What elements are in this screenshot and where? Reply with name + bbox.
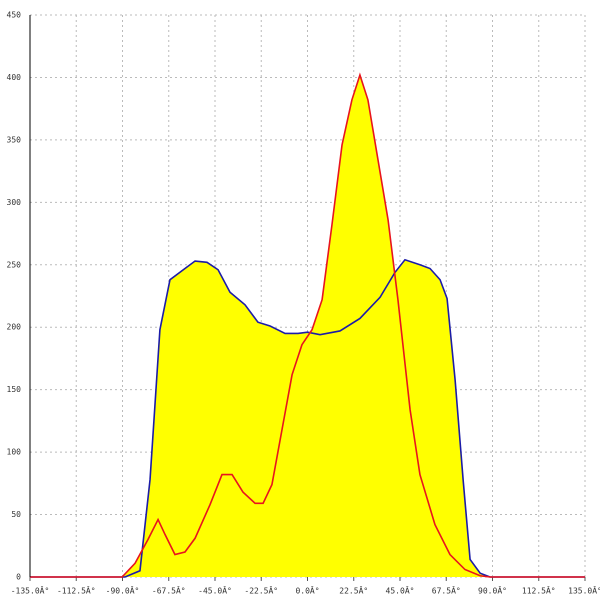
x-tick-label: 90.0Â° bbox=[478, 585, 507, 596]
series-line bbox=[30, 258, 585, 578]
x-tick-label: 135.0Â° bbox=[568, 585, 600, 596]
y-tick-label: 400 bbox=[7, 73, 22, 82]
x-tick-label: -90.0Â° bbox=[106, 585, 140, 596]
x-tick-label: 112.5Â° bbox=[522, 585, 556, 596]
area-fill bbox=[30, 74, 585, 578]
y-tick-label: 200 bbox=[7, 323, 22, 332]
y-tick-label: 100 bbox=[7, 448, 22, 457]
y-tick-label: 350 bbox=[7, 135, 22, 144]
y-tick-label: 0 bbox=[16, 573, 21, 582]
x-tick-label: 67.5Â° bbox=[432, 585, 461, 596]
x-tick-label: -135.0Â° bbox=[11, 585, 50, 596]
x-tick-label: -45.0Â° bbox=[198, 585, 232, 596]
y-tick-label: 50 bbox=[11, 510, 21, 519]
x-tick-label: -67.5Â° bbox=[152, 585, 186, 596]
x-tick-label: -22.5Â° bbox=[244, 585, 278, 596]
x-tick-label: 22.5Â° bbox=[339, 585, 368, 596]
x-tick-label: 45.0Â° bbox=[386, 585, 415, 596]
y-tick-label: 300 bbox=[7, 198, 22, 207]
x-tick-label: 0.0Â° bbox=[295, 585, 319, 596]
x-tick-label: -112.5Â° bbox=[57, 585, 96, 596]
y-tick-label: 150 bbox=[7, 385, 22, 394]
y-tick-label: 250 bbox=[7, 260, 22, 269]
y-tick-label: 450 bbox=[7, 11, 22, 20]
series-line bbox=[30, 72, 585, 578]
